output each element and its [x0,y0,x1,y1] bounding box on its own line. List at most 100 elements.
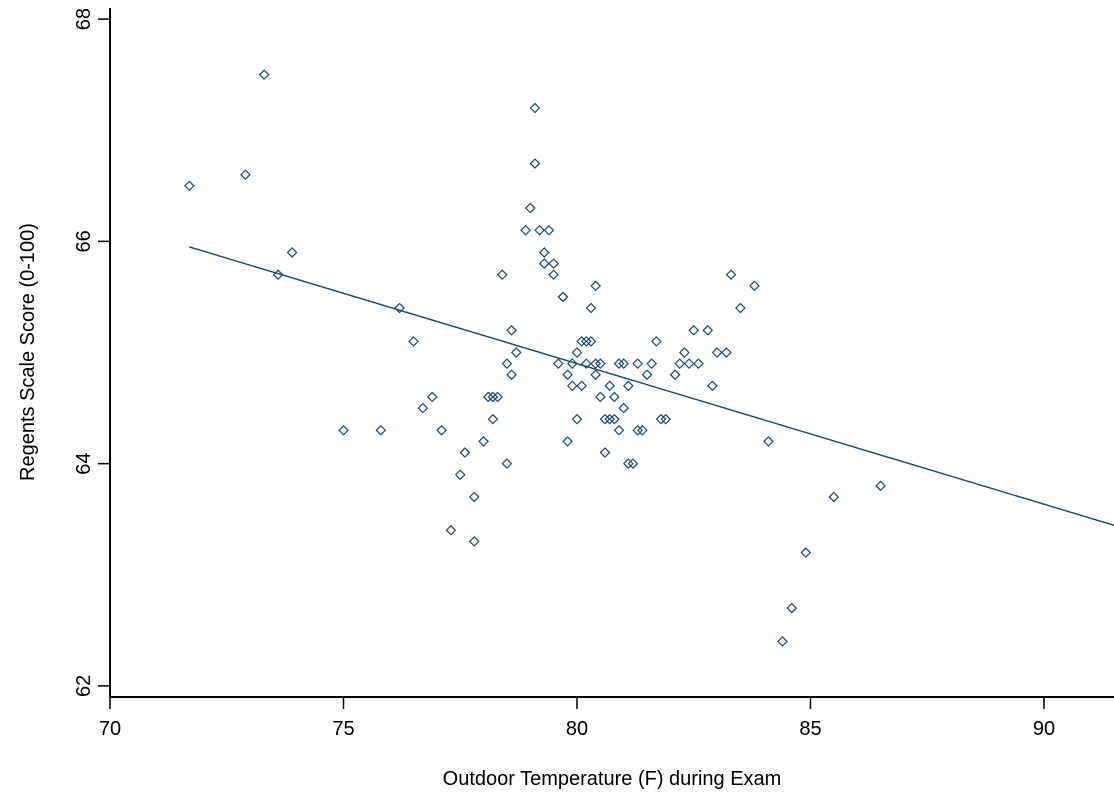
data-point [286,247,298,258]
data-point [524,202,536,214]
data-point [637,424,648,436]
data-point [651,336,662,347]
data-point [585,302,597,314]
data-point [468,536,480,547]
data-point [646,358,658,369]
data-point [487,391,499,403]
data-point [721,347,732,358]
data-point [622,380,634,392]
x-tick-label: 90 [1033,718,1055,740]
data-point [562,436,573,447]
data-point [240,169,251,181]
data-point [548,269,559,281]
data-point [622,458,634,469]
data-point [562,369,573,381]
data-point [548,258,559,269]
data-point [543,224,555,236]
data-point [608,391,620,403]
data-point [468,491,480,503]
data-point [576,380,587,392]
data-point [585,336,597,347]
data-point [613,424,625,436]
data-point [735,302,746,314]
data-point [599,413,611,425]
x-tick-label: 80 [566,718,588,740]
y-axis-title: Regents Scale Score (0-100) [17,223,39,481]
data-point [534,224,545,236]
data-point [454,469,466,481]
x-tick-label: 85 [799,718,821,740]
data-point [688,324,700,336]
data-point [604,380,616,392]
y-tick-label: 62 [73,675,95,697]
data-point [496,269,508,281]
data-point [492,391,503,403]
data-point [557,291,569,303]
data-point [501,458,513,469]
data-point [608,413,620,425]
data-point [459,447,471,458]
y-tick-label: 68 [73,8,95,30]
data-point [394,302,405,314]
data-point [566,380,578,392]
data-point [875,480,886,492]
data-point [594,358,606,369]
data-point [590,369,602,381]
ticks: 70 75 80 85 90 62 64 66 68 [73,8,1055,740]
data-point [627,458,639,469]
data-point [258,69,270,81]
data-point [506,369,517,381]
data-point [828,491,840,503]
data-point [487,413,499,425]
y-tick-label: 64 [73,453,95,475]
data-point [529,102,541,114]
data-point [683,358,695,369]
data-point [506,324,517,336]
data-point [590,280,602,292]
data-point [552,358,564,369]
data-point [426,391,438,403]
data-point [571,347,583,358]
data-point [669,369,681,381]
data-point [375,424,387,436]
data-point [571,413,583,425]
axes [109,8,1114,698]
data-point [580,358,592,369]
data-point [674,358,686,369]
data-point [599,447,611,458]
fit-line [189,246,1114,527]
data-point [711,347,723,358]
data-point [777,636,788,647]
data-point [655,413,667,425]
data-point [417,402,429,414]
data-point [632,358,644,369]
data-point [594,391,606,403]
data-point [590,358,602,369]
data-point [184,180,195,192]
data-point [618,358,630,369]
data-point [786,602,798,614]
data-point [338,424,349,436]
data-point [580,336,592,347]
data-point [520,224,531,236]
data-point [618,402,630,414]
data-point [436,424,447,436]
data-point [501,358,513,369]
data-point [445,524,457,536]
data-point [478,436,489,447]
data-point [800,547,812,558]
data-point [604,413,616,425]
data-point [632,424,644,436]
x-axis-title: Outdoor Temperature (F) during Exam [443,768,782,790]
data-point [763,436,774,447]
data-point [538,258,550,269]
plot-area [184,69,1114,647]
data-point [749,280,760,292]
data-point [529,158,541,169]
data-point [641,369,653,381]
data-point [482,391,494,403]
data-point [725,269,737,281]
data-point [693,358,704,369]
